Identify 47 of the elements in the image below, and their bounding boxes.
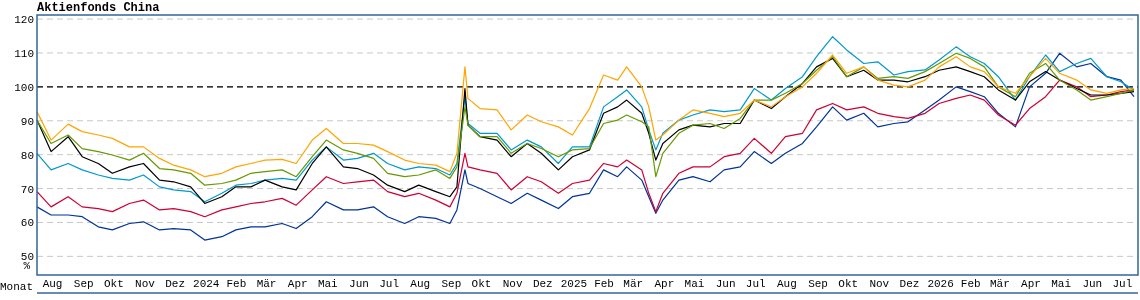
x-tick-label: Mai [684,277,705,290]
x-tick-label: 2026 [927,277,954,290]
x-tick-label: Nov [869,277,890,290]
x-tick-label: Apr [287,277,308,290]
x-tick-label: Jun [715,277,736,290]
x-tick-label: Mär [989,277,1010,290]
x-tick-label: Dez [532,277,553,290]
x-tick-label: Sep [73,277,94,290]
x-tick-label: Mär [623,277,644,290]
y-tick-label: 110 [14,47,34,60]
x-tick-label: Jul [1112,277,1133,290]
x-tick-label: Dez [165,277,186,290]
x-tick-label: Dez [899,277,920,290]
x-tick-label: Aug [777,277,797,290]
x-tick-label: Mai [1051,277,1072,290]
x-tick-label: Jun [349,277,369,290]
x-tick-label: Jul [745,277,766,290]
y-axis-title: % [23,260,31,272]
x-tick-label: Feb [226,277,247,290]
x-tick-label: Sep [808,277,828,290]
x-tick-label: Okt [471,277,492,290]
x-tick-label: 2025 [560,277,588,290]
y-tick-label: 100 [14,81,34,94]
x-tick-label: Jul [379,277,399,290]
chart-title: Aktienfonds China [37,1,160,15]
x-tick-label: Nov [135,277,156,290]
y-tick-label: 70 [20,183,34,196]
y-tick-label: 90 [20,115,34,128]
y-tick-label: 80 [20,149,34,162]
x-tick-label: Feb [594,277,614,290]
x-tick-label: Feb [960,277,981,290]
x-tick-label: Nov [502,277,523,290]
x-tick-label: Okt [838,277,859,290]
x-tick-label: Okt [103,277,124,290]
x-tick-label: Mär [256,277,277,290]
x-tick-label: Mai [317,277,339,290]
x-tick-label: Sep [441,277,462,290]
y-tick-label: 60 [20,217,34,230]
x-tick-label: Apr [1021,277,1041,290]
x-tick-label: Apr [654,277,675,290]
x-tick-label: Aug [410,277,431,290]
line-series [36,52,1135,241]
x-tick-label: Jun [1082,277,1103,290]
y-tick-label: 120 [14,14,34,27]
x-tick-label: Aug [42,277,63,290]
x-tick-label: 2024 [193,277,220,290]
x-axis-title: Monat [0,281,34,293]
